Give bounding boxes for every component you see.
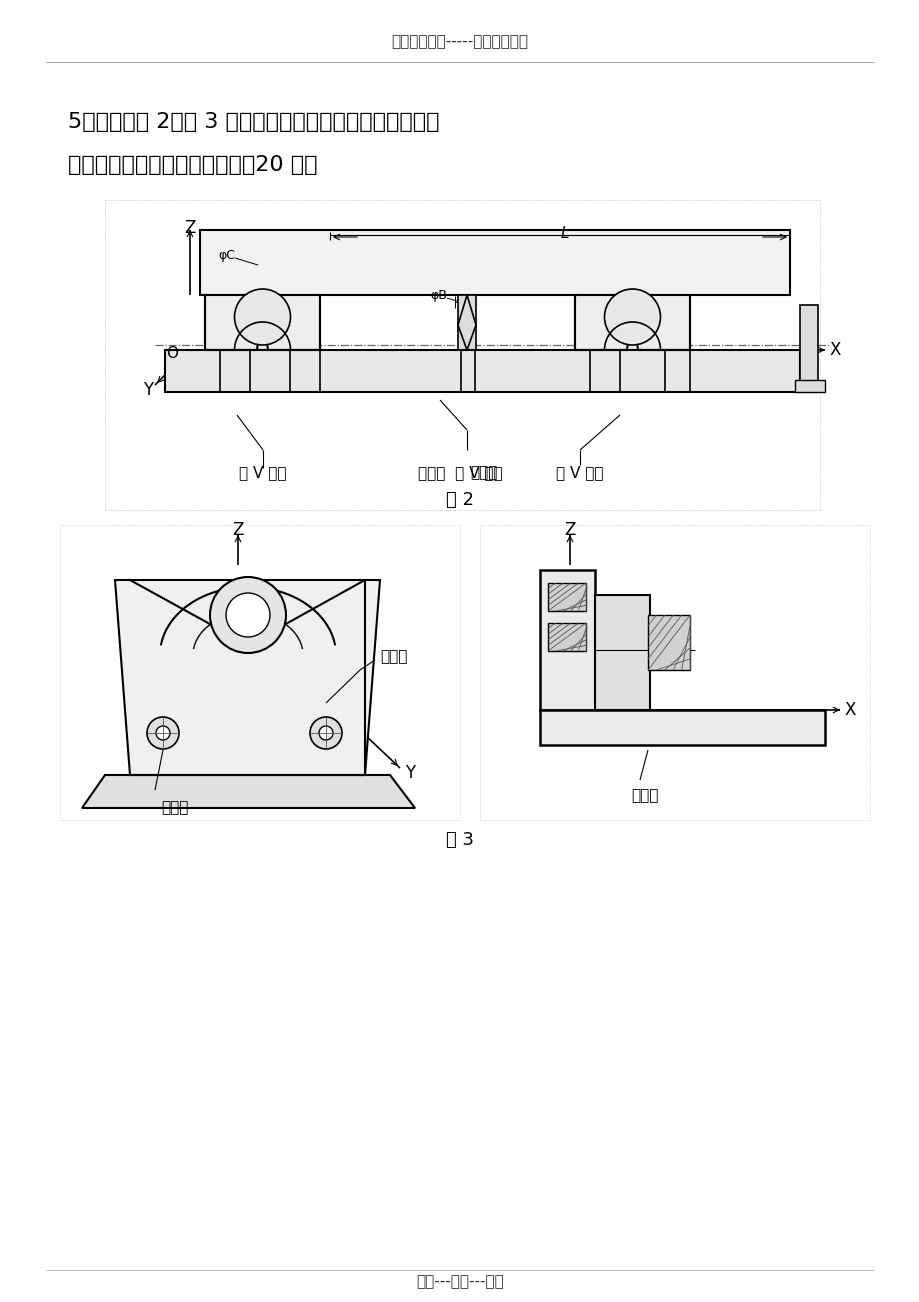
Bar [199, 230, 789, 296]
Circle shape [226, 592, 269, 637]
Text: 图 2: 图 2 [446, 491, 473, 509]
Bar [165, 350, 800, 392]
Text: Z: Z [563, 521, 575, 539]
Bar [539, 570, 595, 710]
Text: O: O [165, 345, 177, 361]
Text: 精选优质文档-----倾情为你奉上: 精选优质文档-----倾情为你奉上 [391, 34, 528, 49]
Text: φB: φB [429, 289, 447, 302]
Polygon shape [115, 579, 380, 775]
Text: φC: φC [218, 249, 234, 262]
Bar [539, 710, 824, 745]
Circle shape [147, 717, 179, 749]
Bar [458, 296, 475, 350]
Circle shape [234, 289, 290, 345]
Circle shape [319, 727, 333, 740]
Text: 支承钉: 支承钉 [161, 801, 188, 815]
Text: 菱形销: 菱形销 [470, 466, 497, 480]
Text: 短 V 形块: 短 V 形块 [556, 466, 603, 480]
Bar [647, 615, 689, 671]
Bar [548, 583, 585, 611]
Text: Z: Z [184, 219, 196, 237]
Text: 度？分别属于哪种定位方式？（20 分）: 度？分别属于哪种定位方式？（20 分） [68, 155, 317, 174]
Polygon shape [82, 775, 414, 809]
Circle shape [156, 727, 170, 740]
Bar [595, 595, 650, 710]
Text: 图 3: 图 3 [446, 831, 473, 849]
Text: L: L [561, 225, 569, 241]
Text: 菱形销: 菱形销 [380, 650, 407, 664]
Text: 5．试确定图 2、图 3 中各定位元件限制了工件哪几个自由: 5．试确定图 2、图 3 中各定位元件限制了工件哪几个自由 [68, 112, 439, 132]
Text: Z: Z [233, 521, 244, 539]
Text: 菱形销  短 V 形块: 菱形销 短 V 形块 [417, 466, 502, 480]
Bar [574, 296, 689, 350]
Text: X: X [844, 700, 856, 719]
Circle shape [310, 717, 342, 749]
Text: 专心---专注---专业: 专心---专注---专业 [415, 1275, 504, 1289]
Text: Y: Y [404, 764, 414, 783]
Text: 支承板: 支承板 [630, 789, 658, 803]
Circle shape [604, 289, 660, 345]
Bar [205, 296, 320, 350]
Text: X: X [829, 341, 841, 359]
Bar [794, 380, 824, 392]
Text: 短 V 形块: 短 V 形块 [239, 466, 287, 480]
Bar [548, 622, 585, 651]
Circle shape [210, 577, 286, 654]
Text: Y: Y [142, 381, 153, 398]
Bar [800, 305, 817, 392]
